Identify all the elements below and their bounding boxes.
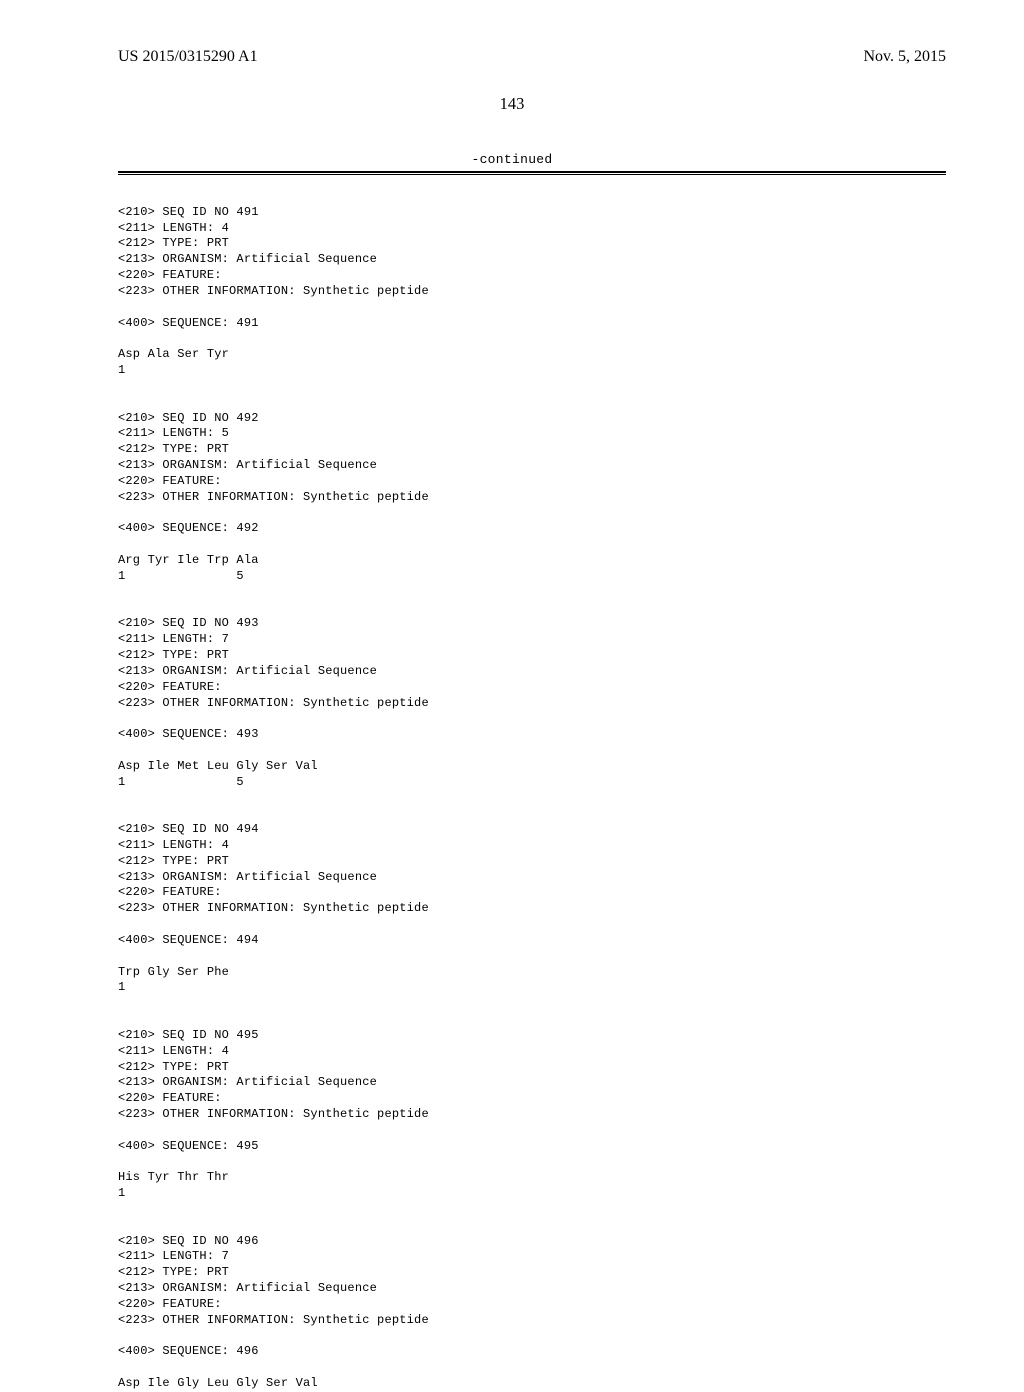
divider-top <box>118 171 946 173</box>
page-number: 143 <box>0 94 1024 114</box>
page-header: US 2015/0315290 A1 Nov. 5, 2015 <box>0 0 1024 66</box>
sequence-listing: <210> SEQ ID NO 491 <211> LENGTH: 4 <212… <box>0 175 1024 1392</box>
publication-number: US 2015/0315290 A1 <box>118 48 258 66</box>
continued-label: -continued <box>0 152 1024 167</box>
publication-date: Nov. 5, 2015 <box>863 48 946 66</box>
